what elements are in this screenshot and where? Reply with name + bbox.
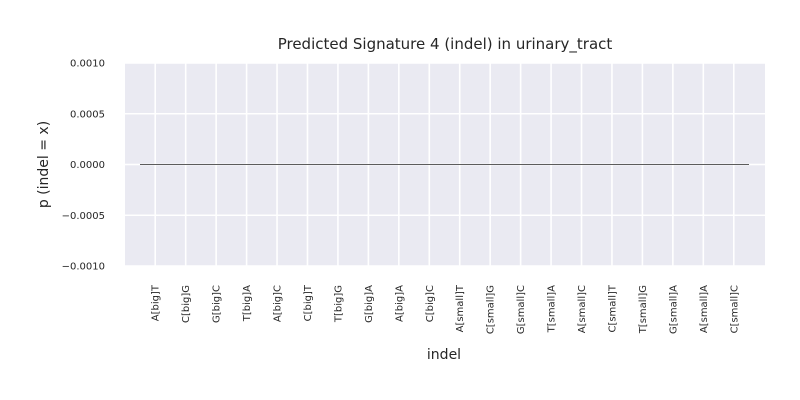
x-tick-label: A[small]T (455, 284, 466, 332)
x-tick-label: G[big]C (212, 285, 223, 323)
x-tick-label: C[big]C (425, 285, 436, 322)
x-tick-label: T[big]G (333, 285, 344, 323)
chart-title: Predicted Signature 4 (indel) in urinary… (278, 35, 613, 54)
x-tick-label: G[small]A (668, 285, 679, 334)
x-tick-label: A[small]A (699, 285, 710, 333)
y-tick-label: 0.0000 (70, 160, 105, 171)
x-tick-label: T[big]A (242, 285, 253, 322)
x-tick-label: G[big]A (364, 285, 375, 323)
y-tick-label: −0.0005 (62, 211, 105, 222)
x-tick-label: T[small]A (547, 285, 558, 334)
x-tick-label: G[small]C (516, 285, 527, 334)
x-tick-label: C[small]T (607, 284, 618, 332)
y-tick-label: 0.0005 (70, 109, 105, 120)
x-tick-labels: A[big]T C[big]G G[big]C T[big]A A[big]C C[big… (151, 284, 741, 334)
y-tick-labels: 0.0010 0.0005 0.0000 −0.0005 −0.0010 (62, 59, 105, 273)
x-tick-label: C[big]G (181, 285, 192, 323)
x-tick-label: C[small]G (486, 285, 497, 334)
y-tick-label: 0.0010 (70, 59, 105, 70)
x-tick-label: C[small]C (729, 285, 740, 333)
x-axis-label: indel (427, 347, 461, 363)
x-tick-label: C[big]T (303, 284, 314, 321)
x-tick-label: A[small]C (577, 285, 588, 333)
x-tick-label: A[big]A (394, 285, 405, 322)
x-tick-label: A[big]C (273, 285, 284, 322)
y-axis-label: p (indel = x) (36, 121, 52, 208)
x-tick-label: A[big]T (151, 284, 162, 321)
y-tick-label: −0.0010 (62, 262, 105, 273)
x-tick-label: T[small]G (638, 285, 649, 334)
